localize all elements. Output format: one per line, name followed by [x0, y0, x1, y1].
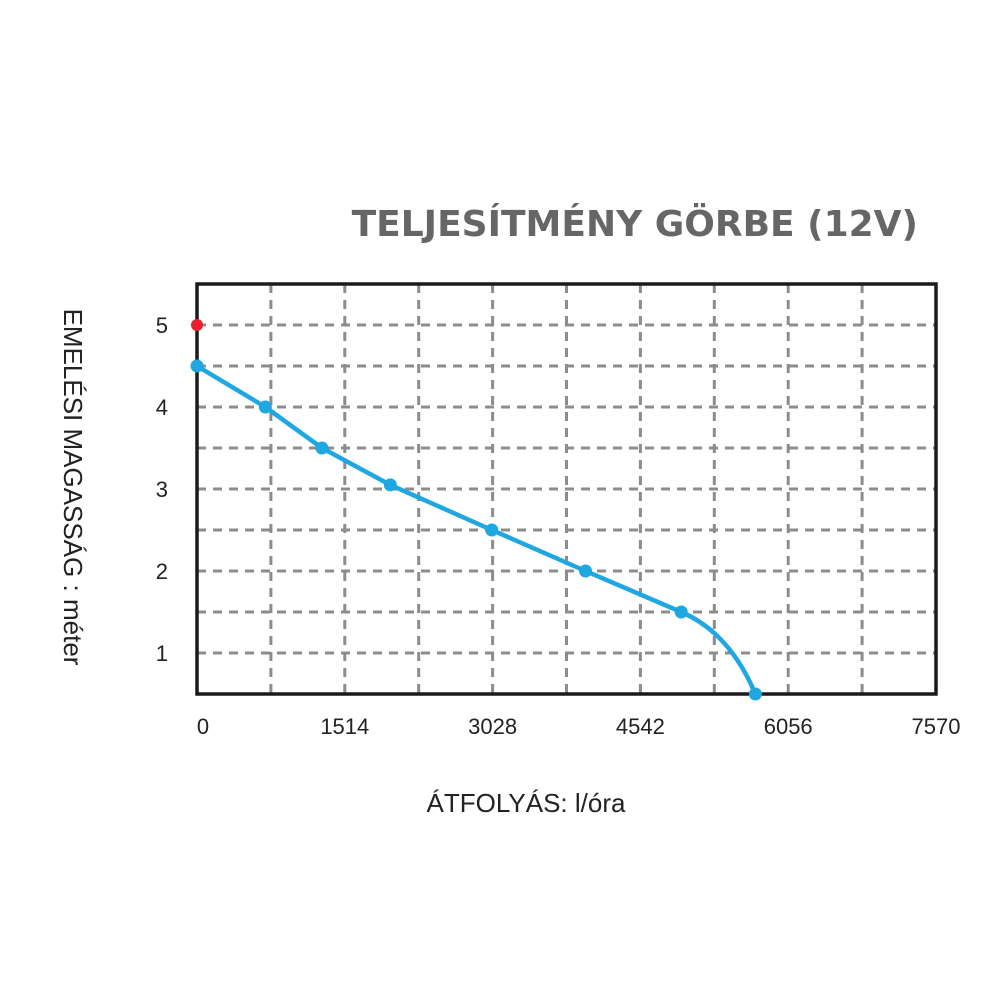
- data-point: [315, 441, 329, 455]
- plot-frame: [195, 282, 938, 696]
- data-point: [190, 359, 204, 373]
- data-point: [674, 605, 688, 619]
- y-tick-label: 4: [156, 395, 168, 420]
- y-tick-label: 3: [156, 477, 168, 502]
- chart-title: TELJESÍTMÉNY GÖRBE (12V): [352, 203, 918, 245]
- series-layer: [190, 319, 762, 701]
- y-tick-label: 2: [156, 559, 168, 584]
- x-tick-label: 4542: [616, 714, 665, 739]
- chart-grid: [197, 284, 936, 694]
- data-point: [383, 478, 397, 492]
- x-tick-label: 1514: [320, 714, 369, 739]
- data-point: [579, 564, 593, 578]
- x-tick-label: 3028: [468, 714, 517, 739]
- y-tick-label: 5: [156, 313, 168, 338]
- x-axis-ticks: 0 1514 3028 4542 6056 7570: [197, 714, 961, 739]
- series-line: [194, 363, 758, 697]
- max-head-marker: [191, 319, 203, 331]
- x-tick-label: 6056: [764, 714, 813, 739]
- x-tick-label: 0: [197, 714, 209, 739]
- data-point: [485, 523, 499, 537]
- data-point: [748, 687, 762, 701]
- data-point: [258, 400, 272, 414]
- x-axis-label: ÁTFOLYÁS: l/óra: [427, 788, 626, 818]
- y-axis-ticks: 1 2 3 4 5: [156, 313, 168, 666]
- y-tick-label: 1: [156, 641, 168, 666]
- y-axis-label: EMELÉSI MAGASSÁG : méter: [58, 309, 88, 666]
- x-tick-label: 7570: [912, 714, 961, 739]
